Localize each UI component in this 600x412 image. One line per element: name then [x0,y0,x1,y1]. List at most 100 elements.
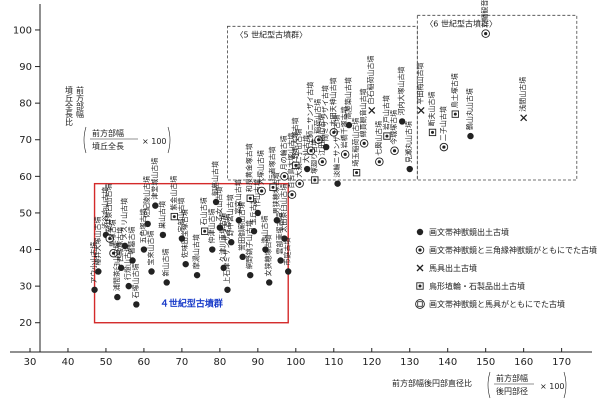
dot-marker [140,246,148,253]
point-label: 市庭古墳 [283,237,292,265]
data-point: 大塚山古墳 [256,150,266,196]
point-label: 二子山古墳 [438,106,447,141]
box-center [248,196,252,200]
dot-marker [144,220,151,228]
dot-marker [266,279,273,286]
data-point: 造山古墳 [260,216,269,253]
dot-marker [129,257,136,264]
data-point: メスリ山古墳 [119,198,128,250]
data-point: 男狭穂塚古墳 [271,172,281,224]
point-label: 造山古墳 [260,216,269,244]
x-tick-label: 70 [176,357,189,368]
data-point: 箸墓古墳 [127,227,136,264]
data-point: 上石津ミサンザイ古墳 [222,214,231,293]
x-paren-left [487,371,491,399]
ring-center [298,182,302,186]
point-label: 平田梅山古墳 [416,62,425,104]
dot-marker [254,209,262,217]
data-point: 岩戸山古墳 [381,95,391,140]
point-label: 紫金山古墳 [169,176,178,211]
x-tick-label: 100 [286,357,305,368]
point-label: 玉丘古墳 [249,197,258,225]
legend-entry: 画文帯神獣鏡出土古墳 [416,227,509,237]
y-tick-label: 20 [19,318,32,329]
data-point: 平田梅山古墳 [416,62,425,114]
ring-center [260,189,264,193]
dot-marker [247,271,254,279]
point-label: 鳥土塚古墳 [450,73,459,108]
point-label: 誉田御廟山古墳 [237,202,246,251]
x-label-text: 前方部幅後円部直径比 [392,378,472,388]
point-label: 雲部車塚古墳 [275,213,284,255]
x-tick-label: 160 [514,357,533,368]
x-tick-label: 50 [100,357,113,368]
box-center [431,130,435,134]
point-label: アウ小山古墳 [89,242,98,284]
cross-stroke [520,114,528,122]
dot-marker [262,246,269,253]
point-label: 八幡観音塚古墳 [480,0,489,28]
point-label: 百舌鳥大塚山古墳 [287,133,296,189]
data-point: 摩湯山古墳 [192,234,201,279]
data-point: 宝来山古墳 [146,230,155,275]
dot-marker [239,253,246,261]
point-label: 今城塚古墳 [389,110,398,145]
point-label: 高屋築山古墳 [343,77,352,119]
ring-center [343,152,347,156]
data-point: 塚廻り古墳 [309,139,319,184]
dot-marker [159,231,167,239]
point-label: 五色塚古墳 [138,209,147,244]
data-point: 太田茶臼山古墳 [279,184,288,242]
data-point: 市庭古墳 [283,237,292,275]
legend-entry: 画文帯神獣鏡と馬具がともにでた古墳 [415,299,565,309]
data-point: 誉田御廟山古墳 [237,202,246,261]
point-label: 太田茶臼山古墳 [279,184,288,233]
data-point: 鶴山丸山古墳 [465,88,474,140]
data-point: 鳥土塚古墳 [450,73,459,118]
data-point: 高屋築山古墳 [343,77,352,129]
box-center [271,185,275,189]
ring-center [111,251,116,255]
point-label: 太田天神山古墳 [328,77,337,126]
x-tick-label: 120 [362,357,381,368]
point-label: 白石稲荷山古墳 [366,55,375,104]
dot-marker [281,235,288,242]
point-label: 女狭穂塚古墳 [264,234,273,276]
point-label: 久津川車塚古墳 [218,213,227,262]
data-point: 石山古墳 [199,197,209,235]
data-point: 大須二子山古墳 [294,129,304,188]
x-tick-label: 30 [24,357,37,368]
dot-marker [182,260,189,268]
y-label-line: 墳丘全長比 [65,85,74,127]
legend-entry: 鳥形埴輪・石製品出土古墳 [416,281,525,291]
point-label: 佐紀陵山古墳 [142,176,151,218]
cross-stroke [417,107,425,114]
group-label: 〈5 世紀型古墳群〉 [235,29,307,39]
box-marker [417,301,423,307]
dot-marker [228,239,235,246]
ring-center [332,130,336,135]
data-point: 巣山古墳 [157,201,167,239]
dot-marker [467,132,474,140]
dot-marker [220,264,227,272]
y-label-line: 前方部幅 [76,85,85,119]
dot-marker [273,217,281,224]
dot-marker [152,202,159,209]
point-label: メスリ山古墳 [119,198,128,240]
ring-center [392,149,397,153]
point-label: 石山古墳 [199,197,208,225]
point-label: 鶴山丸山古墳 [465,88,474,130]
y-formula-num: 前方部幅 [92,128,124,138]
dot-marker [148,268,155,275]
point-label: 和泉黄金塚古墳 [245,143,254,192]
point-label: 上石津ミサンザイ古墳 [222,214,231,284]
data-points: アウ小山古墳椿井大塚山古墳渋谷向山古墳桜井茶臼山古墳黒塚古墳浦間茶臼山古墳西殿塚… [89,0,527,308]
point-label: 断夫山古墳 [427,91,436,126]
dot-marker [178,235,186,242]
ring-center [377,160,381,164]
data-point: 女狭穂塚古墳 [264,234,273,286]
data-point: 七輿山古墳 [374,121,384,166]
y-tick-label: 60 [19,172,32,183]
dot-marker [91,286,98,293]
